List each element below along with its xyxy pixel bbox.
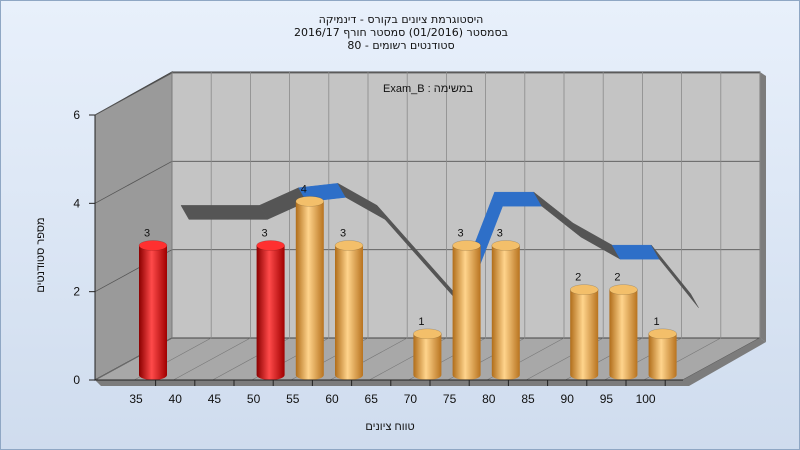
x-tick-label: 35 [129, 392, 143, 406]
y-axis: 0 2 4 6 [73, 108, 96, 387]
bar-value-label: 1 [418, 316, 424, 328]
x-tick-label: 70 [404, 392, 418, 406]
histogram-bar [648, 328, 677, 380]
histogram-bar [452, 240, 481, 380]
x-tick-label: 65 [365, 392, 379, 406]
gridlines [94, 72, 761, 381]
x-tick-label: 85 [521, 392, 535, 406]
histogram-bar [138, 240, 168, 380]
ribbon-segment [651, 245, 699, 308]
chart-subtitle: Exam_B : במשימה [383, 83, 473, 95]
x-tick-label: 40 [169, 392, 183, 406]
gridline-side [94, 160, 173, 204]
chart-title-line-2: בסמסטר (01/2016) סמסטר חורף 2016/17 [294, 26, 508, 39]
histogram-bar [609, 284, 638, 380]
bar-value-label: 2 [575, 272, 581, 284]
chart-title-line-1: היסטוגרמת ציונים בקורס - דינמיקה [318, 13, 484, 26]
x-tick-label: 50 [247, 392, 261, 406]
histogram-bar [491, 240, 521, 380]
histogram-bar [569, 284, 599, 380]
y-tick-label: 0 [73, 373, 80, 387]
x-tick-label: 90 [561, 392, 575, 406]
y-tick-label: 4 [73, 196, 80, 210]
gridline-side [94, 72, 173, 116]
x-tick-label: 75 [443, 392, 457, 406]
floor-shadow [95, 338, 766, 386]
bar-value-label: 3 [497, 228, 503, 240]
x-tick-label: 80 [482, 392, 496, 406]
y-tick-label: 2 [73, 285, 80, 299]
gridline-floor [682, 337, 761, 381]
bar-value-label: 1 [654, 316, 660, 328]
y-axis-label: מספר סטודנטים [35, 217, 47, 292]
bar-value-label: 3 [144, 228, 150, 240]
right-edge-shadow [760, 72, 766, 342]
bars [138, 196, 677, 380]
bar-value-label: 2 [614, 272, 620, 284]
x-tick-label: 100 [636, 392, 656, 406]
y-tick-label: 6 [73, 108, 80, 122]
chart-title-line-3: סטודנטים רשומים - 80 [347, 39, 455, 52]
bar-labels: 3 3 4 3 1 3 3 2 2 1 [144, 183, 660, 328]
bar-value-label: 4 [301, 183, 307, 195]
x-tick-label: 60 [325, 392, 339, 406]
x-tick-label: 95 [600, 392, 614, 406]
bar-value-label: 3 [458, 228, 464, 240]
x-tick-label: 45 [208, 392, 222, 406]
histogram-bar [334, 240, 364, 380]
x-axis: 35 40 45 50 55 60 65 70 75 80 85 90 95 100 [95, 379, 683, 406]
x-axis-label: טווח ציונים [365, 421, 414, 433]
bar-value-label: 3 [262, 228, 268, 240]
gridline-floor [173, 337, 251, 381]
histogram-bar [295, 196, 325, 380]
bar-value-label: 3 [340, 228, 346, 240]
x-tick-label: 55 [286, 392, 300, 406]
histogram-bar [256, 240, 285, 380]
histogram-bar [413, 328, 442, 380]
